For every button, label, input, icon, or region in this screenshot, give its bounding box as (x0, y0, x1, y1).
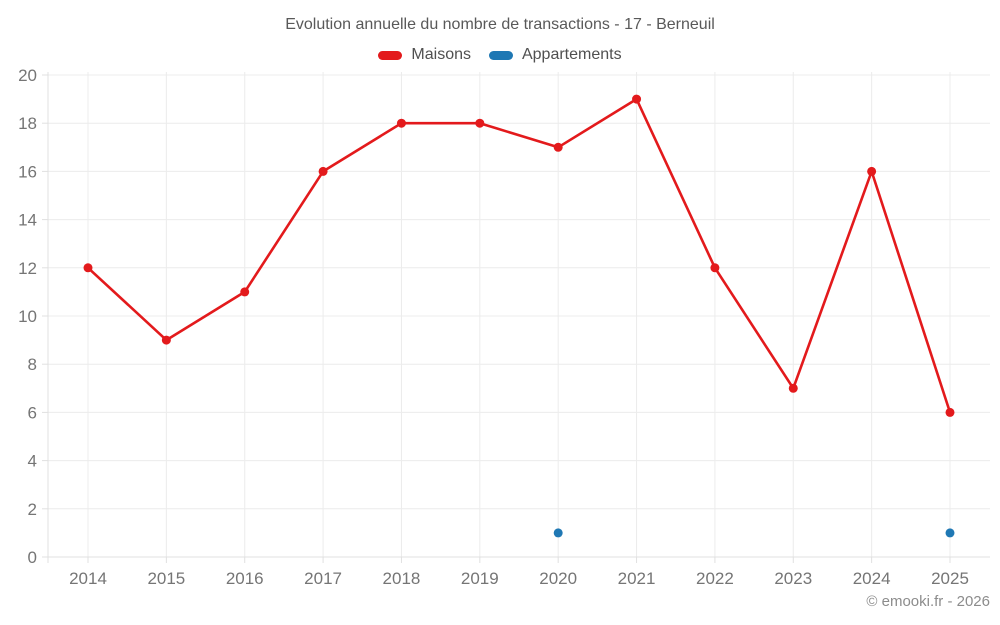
x-tick-label: 2015 (147, 569, 185, 588)
maisons-data-point (788, 383, 798, 393)
x-tick-label: 2016 (226, 569, 264, 588)
maisons-data-point (867, 166, 877, 176)
maisons-data-point (945, 407, 955, 417)
x-tick-label: 2019 (461, 569, 499, 588)
y-tick-label: 12 (18, 259, 37, 278)
x-tick-label: 2021 (618, 569, 656, 588)
y-tick-label: 0 (28, 548, 37, 567)
y-tick-label: 4 (28, 452, 37, 471)
attribution-text: © emooki.fr - 2026 (866, 593, 990, 610)
x-tick-label: 2024 (853, 569, 891, 588)
maisons-data-point (396, 118, 406, 128)
legend-item-maisons[interactable]: Maisons (378, 46, 471, 64)
maisons-line (87, 97, 952, 413)
chart-legend: Maisons Appartements (0, 46, 1000, 64)
y-tick-label: 8 (28, 355, 37, 374)
x-tick-label: 2018 (383, 569, 421, 588)
y-tick-label: 18 (18, 114, 37, 133)
appartements-data-point (553, 528, 563, 538)
y-tick-label: 14 (18, 211, 37, 230)
y-tick-label: 16 (18, 162, 37, 181)
y-tick-label: 2 (28, 500, 37, 519)
legend-swatch-icon (378, 50, 403, 60)
legend-swatch-icon (488, 50, 513, 60)
x-tick-label: 2022 (696, 569, 734, 588)
y-tick-label: 20 (18, 66, 37, 85)
x-tick-label: 2017 (304, 569, 342, 588)
x-tick-label: 2020 (539, 569, 577, 588)
x-tick-label: 2014 (69, 569, 107, 588)
legend-item-appartements[interactable]: Appartements (488, 46, 622, 64)
maisons-data-point (83, 263, 93, 273)
maisons-data-point (318, 166, 328, 176)
maisons-data-point (710, 263, 720, 273)
x-tick-label: 2025 (931, 569, 969, 588)
maisons-data-point (161, 335, 171, 345)
appartements-data-point (945, 528, 955, 538)
maisons-data-point (553, 142, 563, 152)
chart-title: Evolution annuelle du nombre de transact… (285, 16, 715, 33)
maisons-data-point (475, 118, 485, 128)
y-tick-label: 10 (18, 307, 37, 326)
x-tick-label: 2023 (774, 569, 812, 588)
legend-label: Appartements (521, 46, 622, 63)
maisons-data-point (632, 94, 642, 104)
legend-label: Maisons (411, 46, 471, 63)
y-tick-label: 6 (28, 403, 37, 422)
maisons-data-point (240, 287, 250, 297)
